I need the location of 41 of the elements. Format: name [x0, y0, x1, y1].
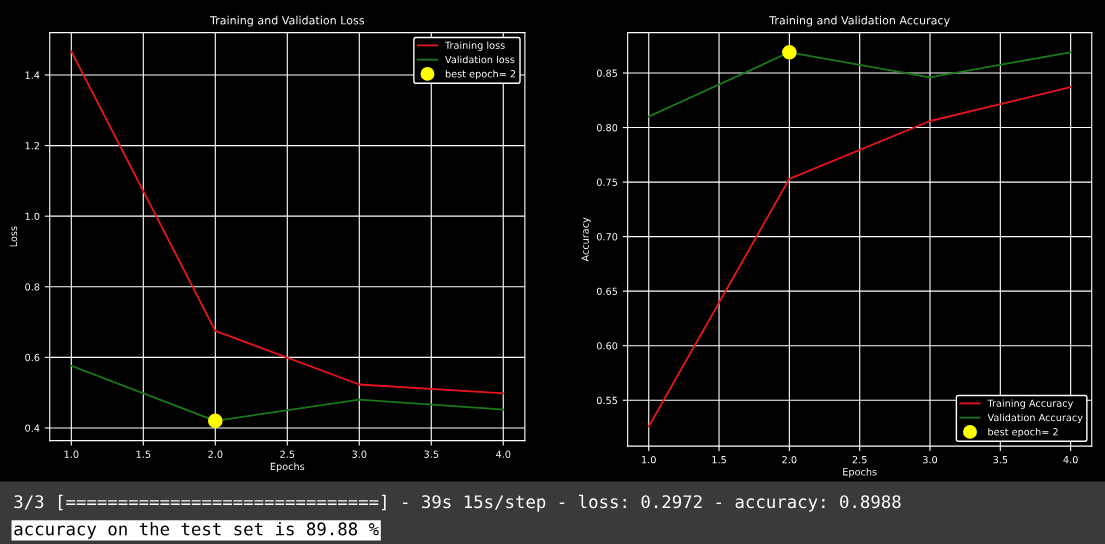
text: 3/3 [==============================] - 39s 15s/step - loss: 0.2972 - accuracy: 0.8988 — [14, 494, 901, 512]
x-axis-title: Epochs — [843, 467, 877, 478]
x-tick-label: 3.0 — [352, 450, 367, 458]
x-tick-label: 3.0 — [923, 455, 938, 464]
y-tick-label: 0.65 — [596, 287, 618, 296]
x-tick-label: 3.5 — [424, 450, 439, 458]
x-tick-label: 4.0 — [496, 450, 511, 458]
y-tick-label: 0.60 — [596, 342, 618, 350]
x-tick-label: 1.5 — [712, 456, 726, 464]
y-tick-label: 0.85 — [596, 69, 618, 77]
legend-label: Training loss — [444, 41, 505, 51]
x-tick-label: 4.0 — [1063, 455, 1078, 464]
x-tick-label: 3.5 — [993, 455, 1008, 464]
y-tick-label: 0.55 — [596, 396, 618, 405]
y-tick-label: 0.70 — [596, 233, 618, 241]
x-tick-label: 2.5 — [280, 450, 295, 458]
legend-label: best epoch= 2 — [988, 427, 1058, 438]
x-tick-label: 1.0 — [642, 455, 656, 464]
x-tick-label: 1.0 — [64, 450, 79, 458]
y-axis-title: Loss — [9, 226, 18, 247]
y-tick-label: 1.4 — [25, 71, 40, 79]
legend-label: Validation Accuracy — [987, 413, 1083, 424]
legend-label: Training Accuracy — [987, 399, 1074, 409]
x-tick-label: 2.0 — [782, 455, 797, 464]
x-tick-label: 2.0 — [208, 450, 223, 458]
chart-title: Training and Validation Accuracy — [769, 15, 950, 27]
legend-label: Validation loss — [445, 55, 515, 64]
y-tick-label: 0.80 — [596, 124, 618, 132]
x-axis-title: Epochs — [270, 462, 305, 472]
chart-title: Training and Validation Loss — [209, 15, 365, 27]
y-tick-label: 0.75 — [596, 178, 618, 186]
text: accuracy on the test set is 89.88 % — [14, 522, 379, 539]
x-tick-label: 2.5 — [852, 455, 867, 464]
y-tick-label: 0.6 — [25, 353, 40, 362]
x-tick-label: 1.5 — [136, 450, 151, 458]
y-tick-label: 0.4 — [25, 424, 40, 432]
y-tick-label: 0.8 — [25, 283, 40, 291]
y-tick-label: 1.0 — [25, 212, 40, 220]
legend-label: best epoch= 2 — [445, 69, 516, 80]
y-axis-title: Accuracy — [581, 217, 591, 262]
y-tick-label: 1.2 — [25, 142, 40, 150]
